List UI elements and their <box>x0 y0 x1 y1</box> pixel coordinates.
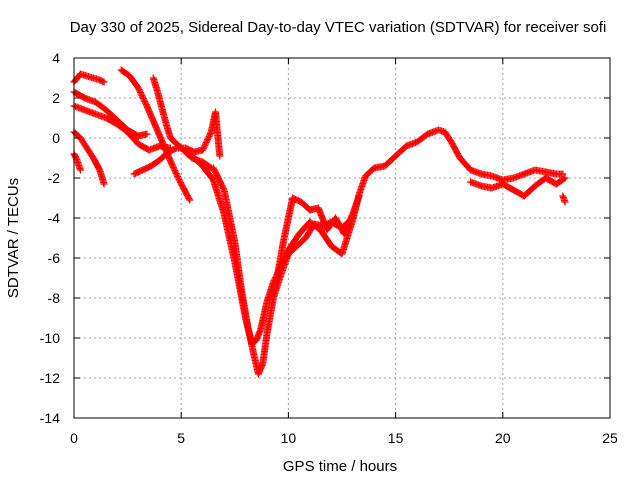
y-tick-label: -10 <box>40 330 60 346</box>
data-point <box>135 86 143 93</box>
data-point <box>175 176 183 183</box>
data-point <box>99 77 107 85</box>
data-point <box>134 84 142 92</box>
y-axis-label: SDTVAR / TECUs <box>5 178 22 298</box>
y-tick-label: 0 <box>52 130 60 146</box>
data-point <box>216 152 224 160</box>
x-tick-label: 20 <box>495 430 511 446</box>
data-series <box>274 192 363 278</box>
axis-ticks: 0 5 10 15 20 25 -14 -12 -10 -8 -6 -4 -2 0 2 4 <box>40 50 618 446</box>
data-point <box>169 162 177 170</box>
x-axis-label: GPS time / hours <box>283 458 397 475</box>
data-point <box>355 192 363 200</box>
data-point <box>140 96 148 104</box>
y-tick-label: -8 <box>48 290 61 306</box>
data-point <box>141 99 149 107</box>
data-series <box>70 102 174 154</box>
y-tick-label: -2 <box>48 170 61 186</box>
data-point <box>174 174 182 182</box>
data-point <box>170 165 178 173</box>
data-series <box>70 70 108 86</box>
data-point <box>172 170 180 177</box>
data-point <box>76 166 84 174</box>
data-point <box>171 145 179 153</box>
data-point <box>136 89 144 96</box>
data-point <box>202 139 210 146</box>
data-point <box>560 175 568 183</box>
data-point <box>186 196 194 204</box>
data-point <box>203 137 211 145</box>
data-point <box>176 177 184 185</box>
data-point <box>137 90 145 98</box>
x-tick-label: 5 <box>177 430 185 446</box>
data-point <box>206 131 214 139</box>
data-series <box>559 192 569 206</box>
data-point <box>139 95 147 102</box>
data-point <box>204 136 212 143</box>
data-series <box>130 108 224 178</box>
data-point <box>139 93 147 101</box>
data-point <box>173 171 181 179</box>
data-point <box>136 87 144 95</box>
data-point <box>206 163 214 171</box>
y-tick-label: 4 <box>52 50 60 66</box>
y-tick-label: -12 <box>40 370 60 386</box>
data-point <box>201 140 209 148</box>
data-point <box>201 142 209 149</box>
data-point <box>174 173 182 180</box>
data-point <box>207 130 215 137</box>
data-point <box>141 98 149 105</box>
y-tick-label: -14 <box>40 410 60 426</box>
y-tick-label: -4 <box>48 210 61 226</box>
x-tick-label: 25 <box>602 430 618 446</box>
data-series <box>467 174 569 200</box>
data-series <box>209 164 357 378</box>
data-series <box>117 66 194 204</box>
chart-title: Day 330 of 2025, Sidereal Day-to-day VTE… <box>70 19 607 36</box>
data-point <box>138 92 146 99</box>
data-point <box>185 195 193 203</box>
data-point <box>169 164 177 171</box>
series-layer <box>70 66 569 378</box>
plot-frame <box>73 57 611 419</box>
y-tick-label: -6 <box>48 250 61 266</box>
x-tick-label: 0 <box>70 430 78 446</box>
data-point <box>200 143 208 151</box>
data-point <box>199 146 207 154</box>
data-point <box>171 168 179 176</box>
data-point <box>100 180 108 188</box>
data-point <box>205 133 213 140</box>
data-point <box>204 134 212 142</box>
x-tick-label: 15 <box>388 430 404 446</box>
x-tick-label: 10 <box>281 430 297 446</box>
data-point <box>100 78 108 86</box>
data-point <box>199 145 207 152</box>
data-point <box>143 130 151 138</box>
data-point <box>171 167 179 174</box>
data-point <box>561 174 569 182</box>
data-point <box>561 198 569 206</box>
data-point <box>219 185 227 193</box>
y-tick-label: 2 <box>52 90 60 106</box>
